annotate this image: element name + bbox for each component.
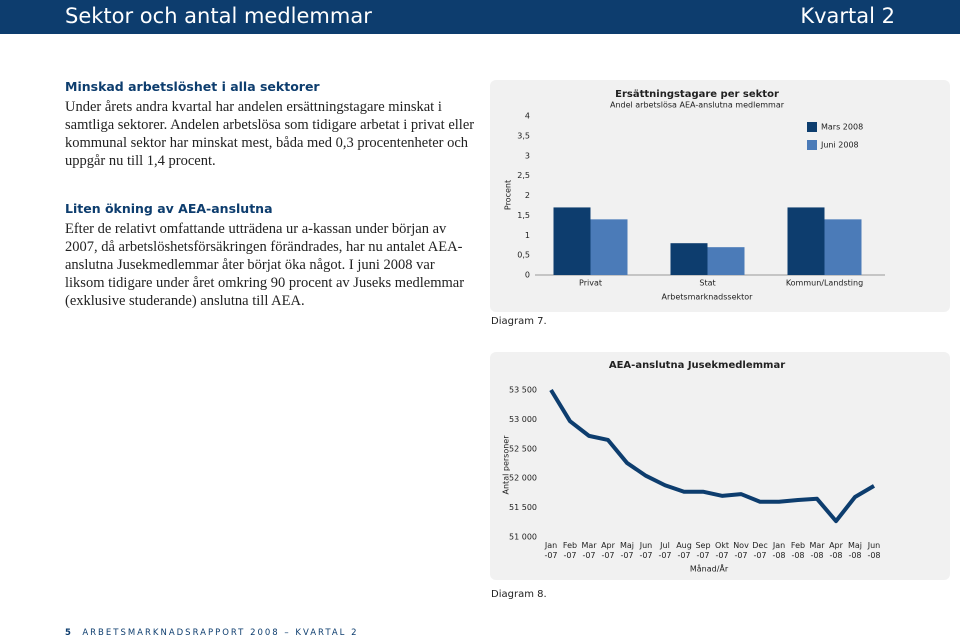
y-tick-label: 3,5 xyxy=(517,131,530,140)
x-tick-label: Okt -07 xyxy=(714,541,730,560)
footer: 5 ARBETSMARKNADSRAPPORT 2008 – KVARTAL 2 xyxy=(65,628,359,638)
x-tick-label: Maj -07 xyxy=(619,541,635,560)
x-tick-label: Mar -07 xyxy=(581,541,597,560)
bar xyxy=(553,207,591,275)
x-tick-label: Nov -07 xyxy=(733,541,749,560)
header-quarter: Kvartal 2 xyxy=(800,4,895,28)
legend-label: Mars 2008 xyxy=(821,123,863,132)
chart-panel xyxy=(490,80,950,312)
section-text: Under årets andra kvartal har andelen er… xyxy=(65,99,475,169)
bar xyxy=(824,219,862,275)
x-tick-label: Jul -07 xyxy=(658,541,672,560)
y-tick-label: 53 500 xyxy=(509,386,537,395)
y-tick-label: 1 xyxy=(525,231,530,240)
x-tick-label: Sep -07 xyxy=(695,541,711,560)
section-text: Efter de relativt omfattande utträdena u… xyxy=(65,221,465,309)
bar xyxy=(670,243,708,275)
caption: Diagram 8. xyxy=(491,589,547,600)
page-number: 5 xyxy=(65,628,73,638)
y-tick-label: 3 xyxy=(525,151,530,160)
legend-swatch xyxy=(807,122,817,132)
legend-swatch xyxy=(807,140,817,150)
x-tick-label: Feb -07 xyxy=(562,541,578,560)
line xyxy=(549,388,876,524)
y-tick-label: 4 xyxy=(525,112,530,121)
x-tick-label: Stat xyxy=(699,279,715,288)
y-tick-label: 51 000 xyxy=(509,533,537,542)
x-tick-label: Kommun/Landsting xyxy=(786,279,863,288)
y-axis-label: Procent xyxy=(504,180,513,210)
x-tick-label: Privat xyxy=(579,279,602,288)
y-tick-label: 52 500 xyxy=(509,444,537,453)
y-tick-label: 53 000 xyxy=(509,415,537,424)
chart-subtitle: Andel arbetslösa AEA-anslutna medlemmar xyxy=(610,101,785,110)
chart-title: Ersättningstagare per sektor xyxy=(615,89,779,100)
footer-text: ARBETSMARKNADSRAPPORT 2008 – KVARTAL 2 xyxy=(82,628,359,638)
y-tick-label: 52 000 xyxy=(509,474,537,483)
section: Minskad arbetslöshet i alla sektorer Und… xyxy=(65,78,475,170)
legend-label: Juni 2008 xyxy=(820,141,859,150)
x-tick-label: Dec -07 xyxy=(752,541,768,560)
bar xyxy=(707,247,745,275)
x-tick-label: Jun -07 xyxy=(639,541,653,560)
chart-panel xyxy=(490,352,950,580)
caption: Diagram 7. xyxy=(491,316,547,327)
y-tick-label: 0 xyxy=(525,271,530,280)
x-tick-label: Feb -08 xyxy=(790,541,806,560)
y-tick-label: 1,5 xyxy=(517,211,530,220)
x-tick-label: Apr -08 xyxy=(829,541,843,560)
x-tick-label: Jun -08 xyxy=(867,541,881,560)
x-tick-label: Mar -08 xyxy=(809,541,825,560)
x-tick-label: Apr -07 xyxy=(601,541,615,560)
y-tick-label: 51 500 xyxy=(509,503,537,512)
header-bar: Sektor och antal medlemmar Kvartal 2 xyxy=(0,0,960,34)
bar xyxy=(590,219,628,275)
y-tick-label: 0,5 xyxy=(517,251,530,260)
x-tick-label: Aug -07 xyxy=(676,541,692,560)
x-axis-label: Arbetsmarknadssektor xyxy=(662,293,754,302)
section-heading: Minskad arbetslöshet i alla sektorer xyxy=(65,79,320,94)
x-tick-label: Jan -07 xyxy=(544,541,558,560)
y-axis-label: Antal personer xyxy=(502,435,511,495)
x-axis-label: Månad/År xyxy=(690,563,729,574)
y-tick-label: 2,5 xyxy=(517,171,530,180)
y-tick-label: 2 xyxy=(525,191,530,200)
x-tick-label: Jan -08 xyxy=(772,541,786,560)
header-title: Sektor och antal medlemmar xyxy=(65,4,372,28)
x-tick-label: Maj -08 xyxy=(847,541,863,560)
section-heading: Liten ökning av AEA-anslutna xyxy=(65,201,273,216)
chart-title: AEA-anslutna Jusekmedlemmar xyxy=(609,360,785,371)
bar xyxy=(787,207,825,275)
section: Liten ökning av AEA-anslutna Efter de re… xyxy=(65,200,475,310)
